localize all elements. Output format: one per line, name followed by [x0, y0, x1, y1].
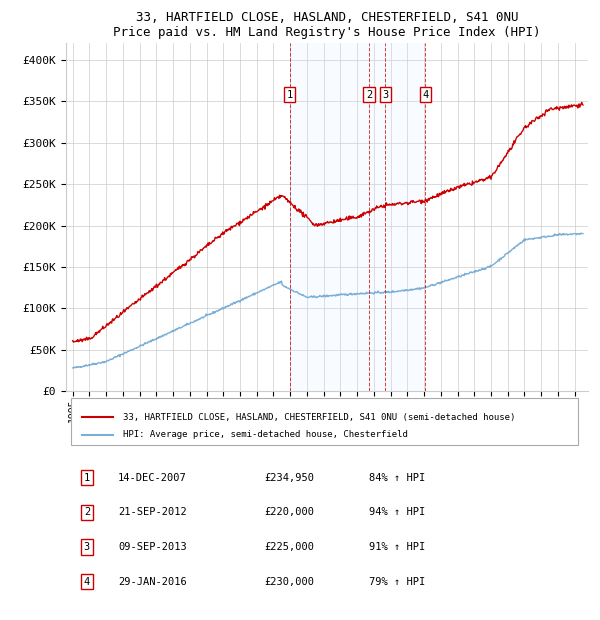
Text: £225,000: £225,000	[265, 542, 314, 552]
Text: 3: 3	[382, 90, 389, 100]
Text: 3: 3	[84, 542, 90, 552]
Text: £220,000: £220,000	[265, 507, 314, 518]
Text: 4: 4	[422, 90, 428, 100]
Text: 2: 2	[84, 507, 90, 518]
Text: 21-SEP-2012: 21-SEP-2012	[118, 507, 187, 518]
Text: 09-SEP-2013: 09-SEP-2013	[118, 542, 187, 552]
Text: 91% ↑ HPI: 91% ↑ HPI	[369, 542, 425, 552]
Text: £230,000: £230,000	[265, 577, 314, 587]
Text: 94% ↑ HPI: 94% ↑ HPI	[369, 507, 425, 518]
Title: 33, HARTFIELD CLOSE, HASLAND, CHESTERFIELD, S41 0NU
Price paid vs. HM Land Regis: 33, HARTFIELD CLOSE, HASLAND, CHESTERFIE…	[113, 11, 541, 40]
Text: £234,950: £234,950	[265, 473, 314, 483]
Bar	[290, 43, 425, 391]
Text: HPI: Average price, semi-detached house, Chesterfield: HPI: Average price, semi-detached house,…	[124, 430, 408, 439]
Text: 33, HARTFIELD CLOSE, HASLAND, CHESTERFIELD, S41 0NU (semi-detached house): 33, HARTFIELD CLOSE, HASLAND, CHESTERFIE…	[124, 413, 516, 422]
Text: 4: 4	[84, 577, 90, 587]
Text: 29-JAN-2016: 29-JAN-2016	[118, 577, 187, 587]
Text: 1: 1	[286, 90, 293, 100]
Text: 79% ↑ HPI: 79% ↑ HPI	[369, 577, 425, 587]
FancyBboxPatch shape	[71, 398, 578, 445]
Text: 2: 2	[366, 90, 372, 100]
Text: 1: 1	[84, 473, 90, 483]
Text: 14-DEC-2007: 14-DEC-2007	[118, 473, 187, 483]
Text: 84% ↑ HPI: 84% ↑ HPI	[369, 473, 425, 483]
